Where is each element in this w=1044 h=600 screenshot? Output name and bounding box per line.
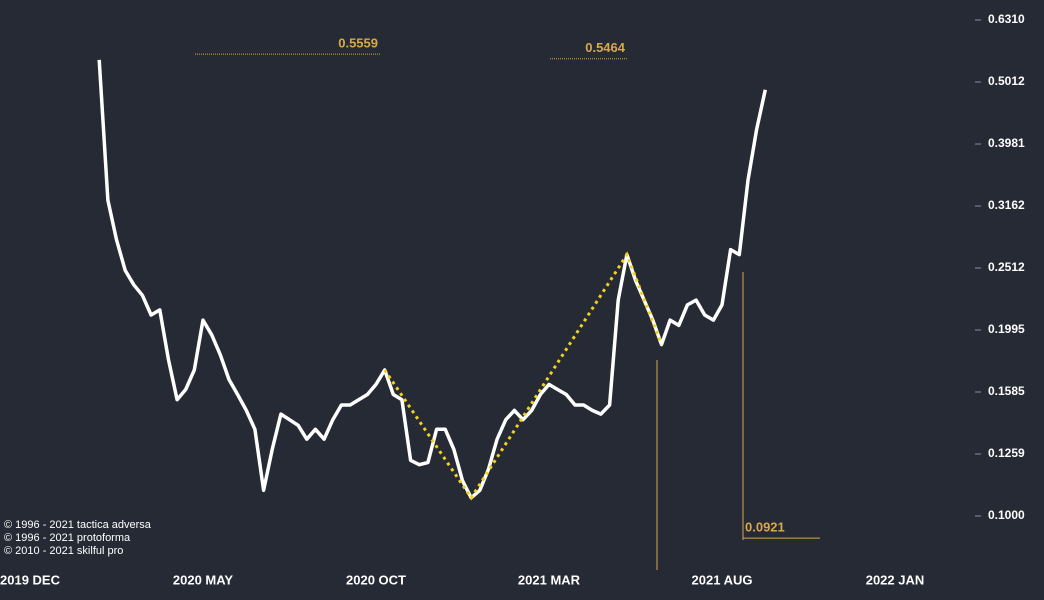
copyright-note: © 2010 - 2021 skilful pro [4,545,123,557]
y-tick-label: 0.1259 [988,446,1025,460]
x-tick-label: 2021 MAR [518,572,581,587]
y-tick-label: 0.1000 [988,508,1025,522]
level-label: 0.0921 [745,520,785,535]
x-tick-label: 2022 JAN [866,572,925,587]
x-tick-label: 2020 MAY [173,572,234,587]
x-tick-label: 2020 OCT [346,572,406,587]
y-tick-label: 0.3981 [988,136,1025,150]
y-tick-label: 0.1585 [988,384,1025,398]
y-tick-label: 0.5012 [988,74,1025,88]
level-label: 0.5559 [338,36,378,51]
price-line [97,59,768,500]
y-tick-label: 0.2512 [988,260,1025,274]
level-label: 0.5464 [585,40,626,55]
y-tick-label: 0.3162 [988,198,1025,212]
pattern-line [383,251,663,501]
copyright-note: © 1996 - 2021 tactica adversa [4,519,152,531]
copyright-note: © 1996 - 2021 protoforma [4,532,131,544]
y-tick-label: 0.1995 [988,322,1025,336]
y-tick-label: 0.6310 [988,12,1025,26]
x-tick-label: 2019 DEC [0,572,61,587]
x-tick-label: 2021 AUG [692,572,753,587]
